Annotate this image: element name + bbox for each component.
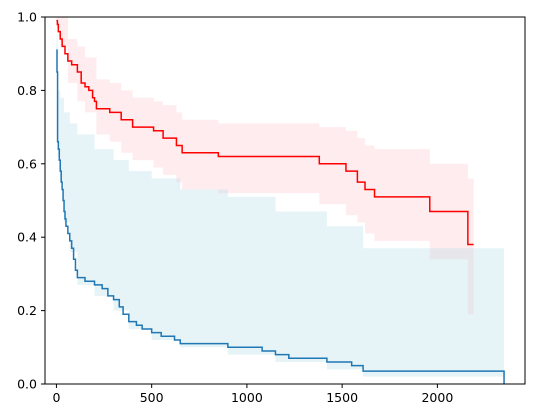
- survival-curve-1: [56, 19, 474, 246]
- x-tick-label: 1000: [231, 390, 263, 405]
- y-tick-label: 0.6: [17, 156, 37, 171]
- x-tick-label: 500: [140, 390, 164, 405]
- y-axis: 0.0 0.2 0.4 0.6 0.8 1.0: [17, 10, 45, 392]
- y-tick-label: 1.0: [17, 10, 37, 25]
- confidence-band-1: [56, 17, 474, 315]
- x-tick-label: 1500: [326, 390, 358, 405]
- x-tick-label: 0: [52, 390, 60, 405]
- y-tick-label: 0.8: [17, 83, 37, 98]
- y-tick-label: 0.4: [17, 230, 37, 245]
- survival-curve-2: [56, 49, 505, 384]
- x-tick-label: 2000: [421, 390, 453, 405]
- y-tick-label: 0.0: [17, 377, 37, 392]
- confidence-band-2: [56, 35, 505, 384]
- y-tick-label: 0.2: [17, 303, 37, 318]
- axes-frame: [44, 16, 526, 385]
- x-axis: 0 500 1000 1500 2000: [52, 384, 453, 405]
- plot-layer: [56, 17, 505, 384]
